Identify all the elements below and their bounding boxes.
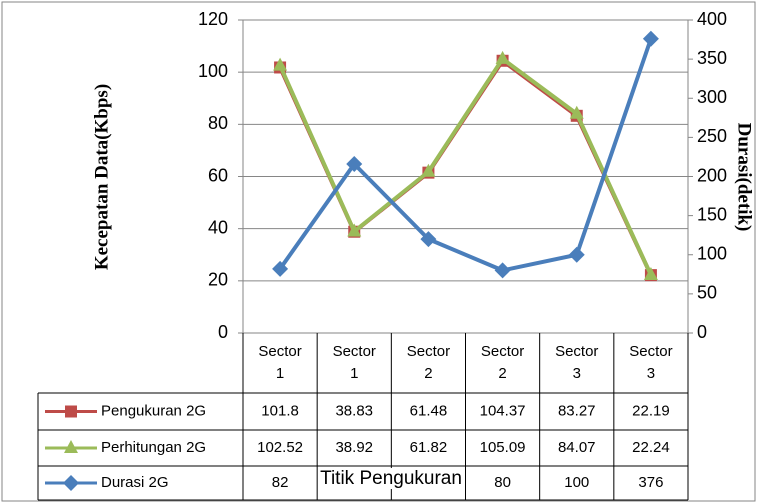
legend-label: Pengukuran 2G [101, 402, 206, 419]
table-value: 83.27 [558, 402, 596, 419]
marker [568, 246, 585, 263]
x-axis-title-bg [318, 468, 464, 490]
series-line [278, 58, 653, 276]
legend-label: Durasi 2G [101, 474, 169, 491]
y2-tick-label: 0 [697, 322, 707, 342]
y2-tick-label: 200 [697, 165, 727, 185]
marker [272, 260, 289, 277]
marker [273, 57, 288, 71]
x-tick-label: Sector 1 [258, 343, 302, 382]
y2-axis-title: Durasi(detik) [734, 123, 755, 232]
table-value: 61.82 [410, 439, 448, 456]
marker [421, 163, 436, 177]
marker [643, 266, 658, 280]
y2-tick-label: 300 [697, 87, 727, 107]
table-value: 376 [638, 474, 663, 491]
table-value: 101.8 [261, 402, 299, 419]
x-axis-title: Titik Pengukuran [320, 468, 462, 489]
y2-tick-label: 400 [697, 9, 727, 29]
marker [569, 105, 584, 119]
y2-tick-label: 250 [697, 126, 727, 146]
marker [494, 262, 511, 279]
table-value: 22.19 [632, 402, 670, 419]
y2-tick-label: 100 [697, 244, 727, 264]
y2-tick-label: 150 [697, 204, 727, 224]
table-value: 38.83 [335, 402, 373, 419]
marker [347, 223, 362, 237]
x-tick-label: Sector 2 [406, 343, 451, 382]
legend-marker [63, 475, 79, 491]
y-tick-label: 120 [198, 9, 228, 29]
legend-label: Perhitungan 2G [101, 439, 206, 456]
x-tick-label: Sector 3 [555, 343, 599, 382]
y-tick-label: 100 [198, 61, 228, 81]
marker [346, 155, 363, 172]
y-tick-label: 20 [208, 270, 228, 290]
x-tick-label: Sector 3 [629, 343, 673, 382]
x-tick-label: Sector 1 [332, 343, 376, 382]
legend-marker [64, 440, 78, 453]
y2-tick-label: 350 [697, 48, 727, 68]
marker [495, 50, 510, 64]
y-tick-label: 40 [208, 217, 228, 237]
legend-marker [65, 405, 77, 418]
y-tick-label: 0 [218, 322, 228, 342]
y2-tick-label: 50 [697, 283, 717, 303]
table-value: 80 [494, 474, 511, 491]
table-value: 82 [272, 474, 289, 491]
series-line [278, 38, 653, 273]
marker [642, 30, 659, 47]
table-value: 100 [564, 474, 589, 491]
y-tick-label: 60 [208, 165, 228, 185]
series-line [278, 56, 653, 276]
table-value: 104.37 [480, 402, 526, 419]
table-value: 102.52 [257, 439, 303, 456]
table-value: 38.92 [335, 439, 373, 456]
y-axis-title: Kecepatan Data(Kbps) [91, 84, 112, 270]
x-tick-label: Sector 2 [480, 343, 525, 382]
y-tick-label: 80 [208, 113, 228, 133]
table-value: 105.09 [480, 439, 526, 456]
marker [420, 231, 437, 248]
table-value: 84.07 [558, 439, 596, 456]
table-value: 61.48 [410, 402, 448, 419]
table-value: 22.24 [632, 439, 670, 456]
